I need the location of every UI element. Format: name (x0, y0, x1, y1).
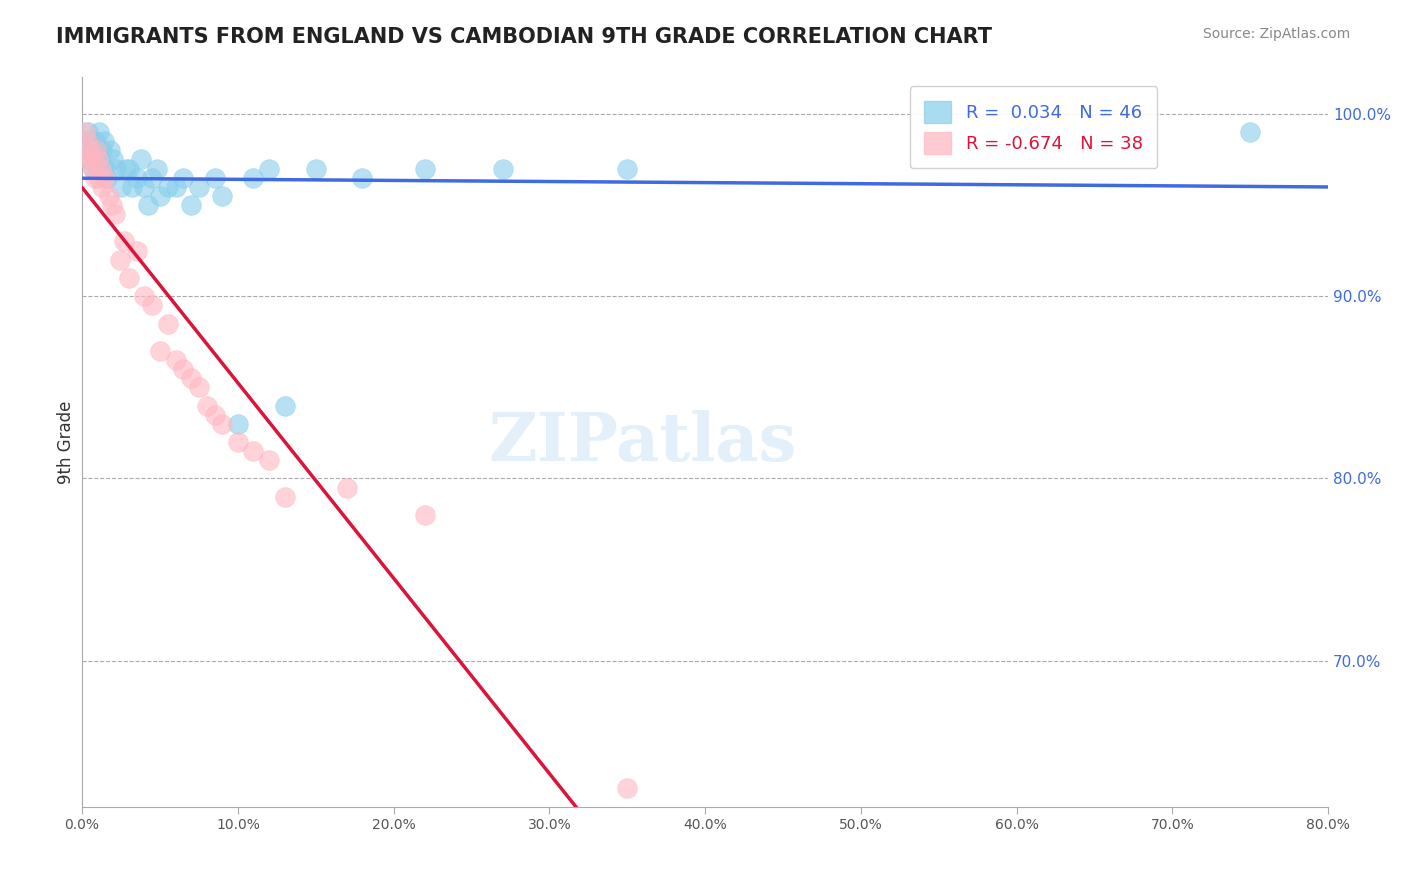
Point (125, 244, 148, 258)
Point (77, 125, 100, 139)
Point (257, 453, 280, 467)
Point (211, 189, 233, 203)
Point (80, 153, 103, 167)
Text: ZIPatlas: ZIPatlas (489, 409, 797, 475)
Point (76, 134, 98, 148)
Point (273, 490, 295, 504)
Text: IMMIGRANTS FROM ENGLAND VS CAMBODIAN 9TH GRADE CORRELATION CHART: IMMIGRANTS FROM ENGLAND VS CAMBODIAN 9TH… (56, 27, 993, 46)
Point (75, 125, 97, 139)
Point (83, 170, 105, 185)
Point (257, 161, 280, 176)
Point (110, 179, 132, 194)
Point (242, 444, 264, 458)
Point (82, 161, 104, 176)
Point (86, 153, 108, 167)
Point (134, 289, 156, 303)
Point (84, 153, 107, 167)
Point (195, 399, 218, 413)
Point (80, 144, 103, 158)
Point (98, 144, 121, 158)
Point (165, 179, 187, 194)
Point (149, 189, 172, 203)
Point (165, 353, 187, 368)
Point (118, 271, 141, 285)
Point (89, 170, 111, 185)
Point (204, 170, 226, 185)
Point (172, 170, 194, 185)
Point (83, 134, 105, 148)
Point (336, 481, 359, 495)
Point (100, 198, 122, 212)
Point (616, 161, 638, 176)
Point (90, 161, 112, 176)
Point (90, 153, 112, 167)
Point (273, 399, 295, 413)
Point (79, 153, 101, 167)
Point (413, 161, 436, 176)
Point (141, 170, 163, 185)
Point (226, 435, 249, 450)
Point (93, 134, 115, 148)
Point (103, 153, 125, 167)
Point (242, 170, 264, 185)
Point (226, 417, 249, 431)
Point (76, 134, 98, 148)
Point (82, 161, 104, 176)
Point (187, 380, 209, 394)
Point (131, 153, 153, 167)
Point (492, 161, 515, 176)
Point (91, 144, 114, 158)
Point (211, 417, 233, 431)
Text: Source: ZipAtlas.com: Source: ZipAtlas.com (1202, 27, 1350, 41)
Point (1239, 125, 1261, 139)
Point (136, 198, 159, 212)
Point (104, 207, 127, 221)
Point (79, 144, 101, 158)
Point (146, 161, 169, 176)
Point (77, 153, 100, 167)
Y-axis label: 9th Grade: 9th Grade (58, 401, 75, 483)
Point (156, 179, 179, 194)
Point (180, 198, 202, 212)
Point (105, 161, 128, 176)
Point (84, 144, 107, 158)
Point (114, 161, 136, 176)
Point (97, 189, 120, 203)
Point (413, 508, 436, 522)
Point (118, 161, 141, 176)
Legend: R =  0.034   N = 46, R = -0.674   N = 38: R = 0.034 N = 46, R = -0.674 N = 38 (910, 87, 1157, 169)
Point (86, 161, 108, 176)
Point (187, 179, 209, 194)
Point (112, 235, 135, 249)
Point (141, 298, 163, 312)
Point (616, 781, 638, 796)
Point (352, 170, 374, 185)
Point (121, 179, 143, 194)
Point (94, 170, 117, 185)
Point (96, 170, 118, 185)
Point (180, 371, 202, 385)
Point (89, 125, 111, 139)
Point (94, 161, 117, 176)
Point (204, 408, 226, 422)
Point (125, 170, 148, 185)
Point (156, 317, 179, 331)
Point (134, 179, 156, 194)
Point (75, 144, 97, 158)
Point (149, 343, 172, 358)
Point (305, 161, 328, 176)
Point (91, 179, 114, 194)
Point (108, 252, 131, 267)
Point (172, 362, 194, 376)
